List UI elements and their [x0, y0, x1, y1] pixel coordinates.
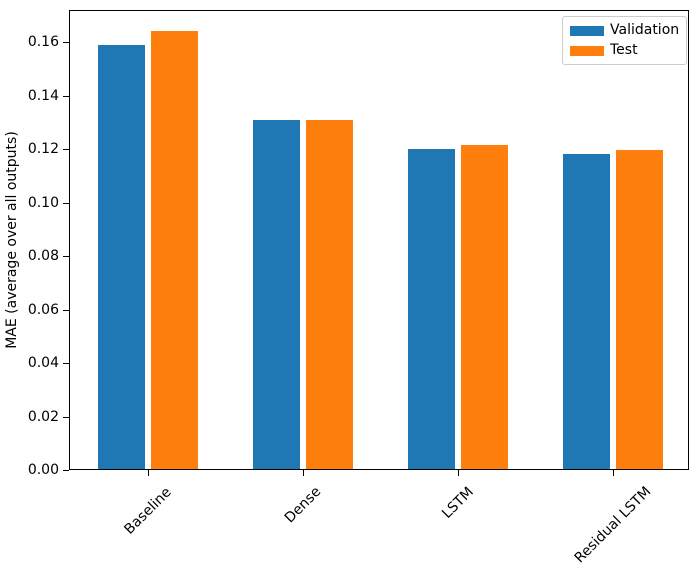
y-tick-mark — [63, 42, 69, 44]
y-tick-mark — [63, 416, 69, 418]
x-tick-label-lstm: LSTM — [439, 483, 477, 522]
y-tick-mark — [63, 256, 69, 258]
x-tick-mark — [303, 470, 305, 476]
bar-test-baseline — [151, 31, 199, 470]
legend-entry-test: Test — [570, 41, 679, 60]
legend-label: Test — [610, 42, 638, 58]
y-tick-mark — [63, 95, 69, 97]
y-tick-mark — [63, 202, 69, 204]
x-tick-mark — [613, 470, 614, 476]
x-tick-mark — [458, 470, 460, 476]
legend-entry-validation: Validation — [570, 21, 679, 40]
y-tick-label: 0.08 — [27, 248, 59, 265]
bar-validation-lstm — [408, 149, 456, 470]
y-tick-mark — [63, 309, 69, 311]
bar-test-residual-lstm — [616, 150, 663, 470]
x-tick-label-baseline: Baseline — [121, 483, 175, 538]
legend-swatch-test — [570, 45, 604, 56]
bar-validation-residual-lstm — [563, 154, 610, 470]
y-tick-label: 0.04 — [27, 355, 59, 372]
y-tick-label: 0.00 — [27, 462, 59, 478]
bar-test-lstm — [461, 145, 509, 470]
x-tick-mark — [148, 470, 150, 476]
y-tick-label: 0.16 — [27, 34, 59, 51]
y-tick-mark — [63, 363, 69, 365]
legend: Validation Test — [562, 16, 688, 65]
y-tick-mark — [63, 470, 69, 471]
legend-swatch-validation — [570, 25, 604, 36]
y-tick-label: 0.06 — [27, 301, 59, 318]
bar-validation-baseline — [98, 44, 146, 470]
x-tick-label-residual-lstm: Residual LSTM — [571, 484, 655, 567]
legend-label: Validation — [610, 22, 680, 38]
bar-validation-dense — [253, 119, 301, 470]
y-tick-label: 0.14 — [27, 87, 59, 104]
y-tick-label: 0.12 — [27, 141, 59, 158]
x-tick-label-dense: Dense — [281, 483, 325, 527]
bar-test-dense — [306, 119, 354, 470]
y-tick-label: 0.02 — [27, 408, 59, 425]
y-tick-mark — [63, 149, 69, 151]
y-tick-label: 0.10 — [27, 194, 59, 211]
